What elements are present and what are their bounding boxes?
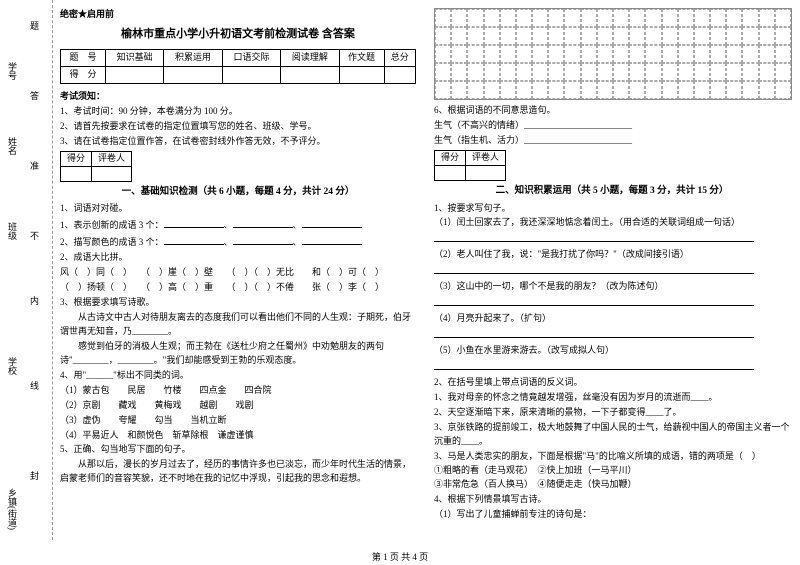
- q3-body: 从古诗文中古人对待朋友离去的态度我们可以看出他们不同的人生观：子期死，伯牙谓世再…: [60, 311, 416, 339]
- marker-table: 得分评卷人: [60, 151, 132, 182]
- score-header: 总分: [384, 49, 416, 66]
- binding-label: 乡镇(街道): [6, 488, 19, 530]
- binding-label: 学号: [6, 62, 19, 80]
- mini-header: 评卷人: [466, 150, 506, 165]
- binding-label: 线: [28, 381, 41, 390]
- q3-body: 感觉到伯牙的消极人生观；而王勃在《送杜少府之任蜀州》中劝勉朋友的两句诗"____…: [60, 340, 416, 368]
- r1-stem: 1、按要求写句子。: [434, 202, 790, 216]
- binding-label: 班级: [6, 222, 19, 240]
- binding-label: 答: [28, 91, 41, 100]
- q4-row: （3）虚伪 夸耀 勾当 当机立断: [60, 414, 416, 428]
- q6-line: 生气（指生机、活力）________________________: [434, 134, 790, 148]
- q6-stem: 6、根据词语的不同意思造句。: [434, 104, 790, 118]
- q6-line: 生气（不高兴的情绪）________________________: [434, 119, 790, 133]
- notice-title: 考试须知：: [60, 90, 416, 104]
- binding-label: 封: [28, 471, 41, 480]
- binding-label: 学校: [6, 357, 19, 375]
- binding-label: 内: [28, 296, 41, 305]
- r1-c: （3）这山中的一切，哪个不是我的朋友？（改为陈述句）: [434, 280, 790, 294]
- score-header: 口语交际: [222, 49, 280, 66]
- r2-a: 1、我对母亲的怀念之情竟越发增强，丝毫没有因为岁月的流逝而____。: [434, 391, 790, 405]
- q2-line: （ ）扬顿（ ） （ ）高（ ）重 （ ）（ ）不倦 张（ ）李（ ）: [60, 281, 416, 295]
- binding-label: 不: [28, 231, 41, 240]
- q1-stem: 1、词语对对碰。: [60, 202, 416, 216]
- r1-e: （5）小鱼在水里游来游去。（改写成拟人句）: [434, 344, 790, 358]
- section-2-title: 二、知识积累运用（共 5 小题，每题 3 分，共计 15 分）: [434, 184, 790, 199]
- writing-grid[interactable]: [434, 8, 792, 100]
- secret-label: 绝密★启用前: [60, 8, 416, 22]
- left-column: 绝密★启用前 榆林市重点小学小升初语文考前检测试卷 含答案 题 号 知识基础 积…: [60, 8, 416, 548]
- score-header: 积累运用: [164, 49, 222, 66]
- score-cell: 得 分: [61, 66, 106, 83]
- q2-stem: 2、成语大比拼。: [60, 251, 416, 265]
- q4-row: （4）平易近人 和颜悦色 斩草除根 谦虚谨慎: [60, 429, 416, 443]
- marker-table: 得分评卷人: [434, 150, 506, 181]
- score-header: 知识基础: [105, 49, 163, 66]
- score-table: 题 号 知识基础 积累运用 口语交际 阅读理解 作文题 总分 得 分: [60, 49, 416, 84]
- mini-header: 评卷人: [92, 151, 132, 166]
- r1-d: （4）月亮升起来了。（扩句）: [434, 312, 790, 326]
- section-1-title: 一、基础知识检测（共 6 小题，每题 4 分，共计 24 分）: [60, 185, 416, 200]
- r2-b: 2、天空逐渐暗下来，原来清晰的景物，一下子都变得____了。: [434, 406, 790, 420]
- table-row: 题 号 知识基础 积累运用 口语交际 阅读理解 作文题 总分: [61, 49, 416, 66]
- mini-header: 得分: [61, 151, 92, 166]
- page-content: 绝密★启用前 榆林市重点小学小升初语文考前检测试卷 含答案 题 号 知识基础 积…: [60, 8, 790, 548]
- score-header: 题 号: [61, 49, 106, 66]
- r3-stem: 3、马是人类忠实的朋友，下面是根据"马"的比喻义所填的成语，错的两项是（ ）: [434, 450, 790, 464]
- binding-label: 题: [28, 21, 41, 30]
- q4-row: （2）京剧 藏戏 黄梅戏 越剧 戏剧: [60, 399, 416, 413]
- q5-stem: 5、正确、勾当地写下面的句子。: [60, 443, 416, 457]
- q3-stem: 3、根据要求填写诗歌。: [60, 296, 416, 310]
- notice-item: 1、考试时间：90 分钟，本卷满分为 100 分。: [60, 105, 416, 119]
- binding-label: 准: [28, 161, 41, 170]
- q1-line: 1、表示创新的成语 3 个：、、: [60, 217, 416, 233]
- binding-strip: 乡镇(街道) 封 线 学校 内 不 班级 准 姓名 答 学号 题: [0, 0, 53, 540]
- r4-a: （1）写出了儿童捕蝉前专注的诗句是：: [434, 508, 790, 522]
- r2-c: 3、京张铁路的提前竣工，极大地鼓舞了中国人民的士气，给藐视中国人的帝国主义者一个…: [434, 421, 790, 449]
- q4-row: （1）蒙古包 民居 竹楼 四点金 四合院: [60, 384, 416, 398]
- table-row: 得 分: [61, 66, 416, 83]
- r1-b: （2）老人叫住了我，说："是我打扰了你吗？"（改成间接引语）: [434, 248, 790, 262]
- score-header: 阅读理解: [281, 49, 339, 66]
- mini-header: 得分: [435, 150, 466, 165]
- r2-stem: 2、在括号里填上带点词语的反义词。: [434, 376, 790, 390]
- notice-item: 2、请首先按要求在试卷的指定位置填写您的姓名、班级、学号。: [60, 120, 416, 134]
- binding-label: 姓名: [6, 137, 19, 155]
- r3-opts: ①粗略的看（走马观花） ②快上加班（一马平川） ③非常危急（百人换马） ④随便走…: [434, 464, 790, 492]
- q1-line: 2、描写颜色的成语 3 个：、、: [60, 234, 416, 250]
- q4-stem: 4、用"______"标出不同类的词。: [60, 369, 416, 383]
- notice-item: 3、请在试卷指定位置作答，在试卷密封线外作答无效，不予评分。: [60, 135, 416, 149]
- q5-body: 从那以后，漫长的岁月过去了，经历的事情许多也已淡忘，而少年时代生活的情景，启蒙老…: [60, 458, 416, 486]
- right-column: 6、根据词语的不同意思造句。 生气（不高兴的情绪）_______________…: [434, 8, 790, 548]
- exam-title: 榆林市重点小学小升初语文考前检测试卷 含答案: [60, 26, 416, 43]
- q2-line: 风（ ）同（ ） （ ）崖（ ）壁 （ ）（ ）无比 和（ ）可（ ）: [60, 266, 416, 280]
- score-header: 作文题: [339, 49, 384, 66]
- page-footer: 第 1 页 共 4 页: [0, 550, 800, 563]
- r1-a: （1）闰土回家去了，我还深深地惦念着闰土。（用合适的关联词组成一句话）: [434, 216, 790, 230]
- r4-stem: 4、根据下列情景填写古诗。: [434, 493, 790, 507]
